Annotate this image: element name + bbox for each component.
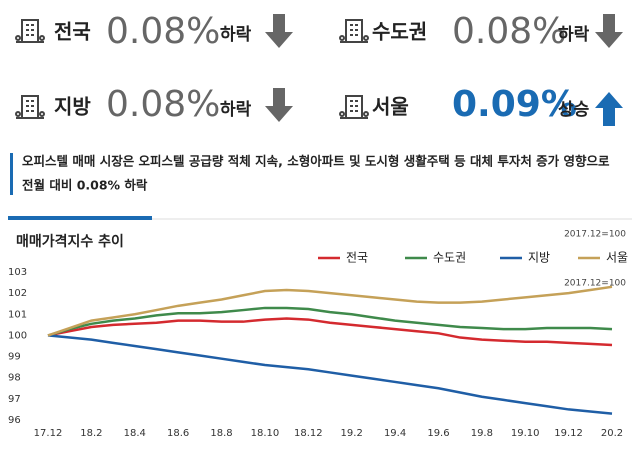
- x-tick-label: 18.12: [294, 428, 323, 439]
- x-tick-label: 18.10: [251, 428, 280, 439]
- y-tick-label: 97: [8, 394, 21, 405]
- y-tick-label: 102: [8, 288, 27, 299]
- y-tick-label: 99: [8, 352, 21, 363]
- series-line: [47, 285, 613, 337]
- y-tick-label: 100: [8, 330, 27, 341]
- description-bar: [10, 153, 13, 195]
- legend-label: 지방: [528, 251, 550, 265]
- annotation: 2017.12=100: [564, 230, 626, 240]
- x-tick-label: 19.6: [427, 428, 449, 439]
- stat-direction: 하락: [220, 25, 252, 45]
- legend-label: 전국: [346, 251, 368, 265]
- x-tick-label: 19.8: [471, 428, 493, 439]
- stat-direction: 상승: [558, 100, 590, 120]
- stat-value: 0.09%: [452, 84, 577, 125]
- y-tick-label: 96: [8, 415, 21, 426]
- stat-label: 지방: [54, 95, 91, 119]
- x-tick-label: 18.8: [210, 428, 232, 439]
- x-tick-label: 19.10: [511, 428, 540, 439]
- x-tick-label: 17.12: [34, 428, 63, 439]
- y-tick-label: 103: [8, 267, 27, 278]
- stat-direction: 하락: [558, 25, 590, 45]
- x-tick-label: 19.2: [341, 428, 363, 439]
- stat-value: 0.08%: [452, 11, 566, 52]
- description: 오피스텔 매매 시장은 오피스텔 공급량 적체 지속, 소형아파트 및 도시형 …: [22, 154, 610, 169]
- annotation: 2017.12=100: [564, 279, 626, 289]
- y-tick-label: 98: [8, 373, 21, 384]
- title-underline: [8, 216, 152, 220]
- down-arrow: [595, 14, 623, 48]
- x-tick-label: 18.4: [124, 428, 146, 439]
- down-arrow: [265, 88, 293, 122]
- up-arrow: [595, 92, 623, 126]
- stat-label: 전국: [54, 20, 91, 44]
- stat-value: 0.08%: [106, 11, 220, 52]
- chart-title: 매매가격지수 추이: [16, 233, 124, 250]
- x-tick-label: 18.6: [167, 428, 189, 439]
- stat-direction: 하락: [220, 100, 252, 120]
- y-tick-label: 101: [8, 309, 27, 320]
- x-tick-label: 20.2: [601, 428, 623, 439]
- down-arrow: [265, 14, 293, 48]
- x-tick-label: 18.2: [80, 428, 102, 439]
- x-tick-label: 19.4: [384, 428, 406, 439]
- stat-label: 서울: [372, 95, 409, 119]
- stat-label: 수도권: [372, 20, 427, 44]
- series-line: [47, 334, 613, 415]
- series-line: [47, 317, 613, 347]
- building-icons: [15, 19, 369, 119]
- x-tick-label: 19.12: [554, 428, 583, 439]
- stat-value: 0.08%: [106, 84, 220, 125]
- legend-label: 서울: [606, 251, 628, 265]
- legend-label: 수도권: [433, 251, 466, 265]
- description: 전월 대비 0.08% 하락: [22, 178, 148, 193]
- series-line: [47, 306, 613, 337]
